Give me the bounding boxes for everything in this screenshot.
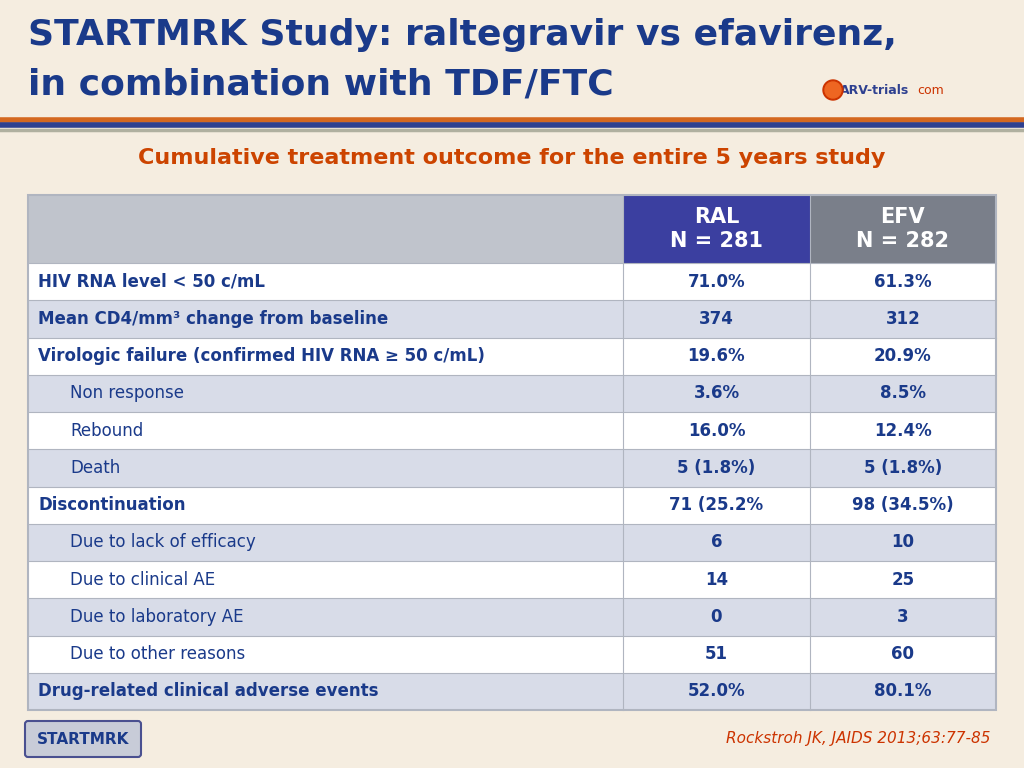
Text: Rockstroh JK, JAIDS 2013;63:77-85: Rockstroh JK, JAIDS 2013;63:77-85 — [725, 731, 990, 746]
Text: com: com — [918, 84, 944, 97]
Bar — [624, 486, 810, 524]
Bar — [624, 561, 810, 598]
Bar — [810, 598, 996, 635]
Text: Due to laboratory AE: Due to laboratory AE — [70, 608, 244, 626]
Text: 6: 6 — [711, 533, 722, 551]
Bar — [810, 412, 996, 449]
Text: HIV RNA level < 50 c/mL: HIV RNA level < 50 c/mL — [38, 273, 265, 290]
Bar — [28, 449, 624, 486]
Text: ARV-trials: ARV-trials — [840, 84, 909, 97]
Bar — [28, 263, 624, 300]
Text: STARTMRK Study: raltegravir vs efavirenz,: STARTMRK Study: raltegravir vs efavirenz… — [28, 18, 897, 52]
Bar — [624, 300, 810, 337]
Text: 5 (1.8%): 5 (1.8%) — [677, 458, 756, 477]
Bar — [810, 263, 996, 300]
Bar — [624, 635, 810, 673]
Text: 12.4%: 12.4% — [873, 422, 932, 439]
Text: Discontinuation: Discontinuation — [38, 496, 185, 514]
Text: 16.0%: 16.0% — [688, 422, 745, 439]
Text: Virologic failure (confirmed HIV RNA ≥ 50 c/mL): Virologic failure (confirmed HIV RNA ≥ 5… — [38, 347, 485, 365]
Bar — [810, 300, 996, 337]
Bar — [810, 561, 996, 598]
Circle shape — [825, 82, 841, 98]
Bar — [624, 673, 810, 710]
Text: 80.1%: 80.1% — [874, 683, 932, 700]
Text: 60: 60 — [891, 645, 914, 663]
Text: 71 (25.2%: 71 (25.2% — [670, 496, 764, 514]
Bar — [810, 673, 996, 710]
Text: 51: 51 — [705, 645, 728, 663]
Text: 0: 0 — [711, 608, 722, 626]
Bar — [810, 375, 996, 412]
Bar — [28, 337, 624, 375]
Bar — [810, 524, 996, 561]
Bar — [28, 598, 624, 635]
Text: 14: 14 — [705, 571, 728, 588]
Text: 71.0%: 71.0% — [688, 273, 745, 290]
Bar — [28, 524, 624, 561]
Text: Cumulative treatment outcome for the entire 5 years study: Cumulative treatment outcome for the ent… — [138, 148, 886, 168]
Bar — [624, 195, 810, 263]
Bar — [810, 449, 996, 486]
Text: N = 281: N = 281 — [670, 231, 763, 251]
Text: 25: 25 — [891, 571, 914, 588]
Text: 20.9%: 20.9% — [873, 347, 932, 365]
Bar — [28, 486, 624, 524]
Text: 5 (1.8%): 5 (1.8%) — [863, 458, 942, 477]
Text: 19.6%: 19.6% — [688, 347, 745, 365]
Text: 61.3%: 61.3% — [874, 273, 932, 290]
Text: 312: 312 — [886, 310, 921, 328]
Bar — [28, 195, 996, 710]
Text: 10: 10 — [891, 533, 914, 551]
Text: Rebound: Rebound — [70, 422, 143, 439]
Circle shape — [823, 80, 843, 100]
Bar — [624, 449, 810, 486]
Text: Due to clinical AE: Due to clinical AE — [70, 571, 215, 588]
Text: 3: 3 — [897, 608, 908, 626]
Bar — [28, 195, 624, 263]
Text: STARTMRK: STARTMRK — [37, 731, 129, 746]
Text: Due to lack of efficacy: Due to lack of efficacy — [70, 533, 256, 551]
Bar — [810, 195, 996, 263]
Bar — [28, 300, 624, 337]
Bar — [28, 561, 624, 598]
Text: Mean CD4/mm³ change from baseline: Mean CD4/mm³ change from baseline — [38, 310, 388, 328]
Text: Drug-related clinical adverse events: Drug-related clinical adverse events — [38, 683, 379, 700]
Bar — [28, 673, 624, 710]
Bar — [624, 412, 810, 449]
Bar — [28, 375, 624, 412]
Text: Non response: Non response — [70, 384, 184, 402]
Bar — [28, 412, 624, 449]
Bar — [624, 598, 810, 635]
Bar — [810, 635, 996, 673]
Text: Due to other reasons: Due to other reasons — [70, 645, 246, 663]
Text: 3.6%: 3.6% — [693, 384, 739, 402]
Bar — [810, 486, 996, 524]
Text: 8.5%: 8.5% — [880, 384, 926, 402]
Text: 98 (34.5%): 98 (34.5%) — [852, 496, 953, 514]
Bar — [810, 337, 996, 375]
Bar — [624, 337, 810, 375]
FancyBboxPatch shape — [25, 721, 141, 757]
Text: in combination with TDF/FTC: in combination with TDF/FTC — [28, 68, 613, 102]
Text: EFV: EFV — [881, 207, 925, 227]
Text: 52.0%: 52.0% — [688, 683, 745, 700]
Bar — [624, 524, 810, 561]
Text: Death: Death — [70, 458, 120, 477]
Text: N = 282: N = 282 — [856, 231, 949, 251]
Text: 374: 374 — [699, 310, 734, 328]
Text: RAL: RAL — [694, 207, 739, 227]
Bar — [624, 263, 810, 300]
Bar — [624, 375, 810, 412]
Bar — [28, 635, 624, 673]
